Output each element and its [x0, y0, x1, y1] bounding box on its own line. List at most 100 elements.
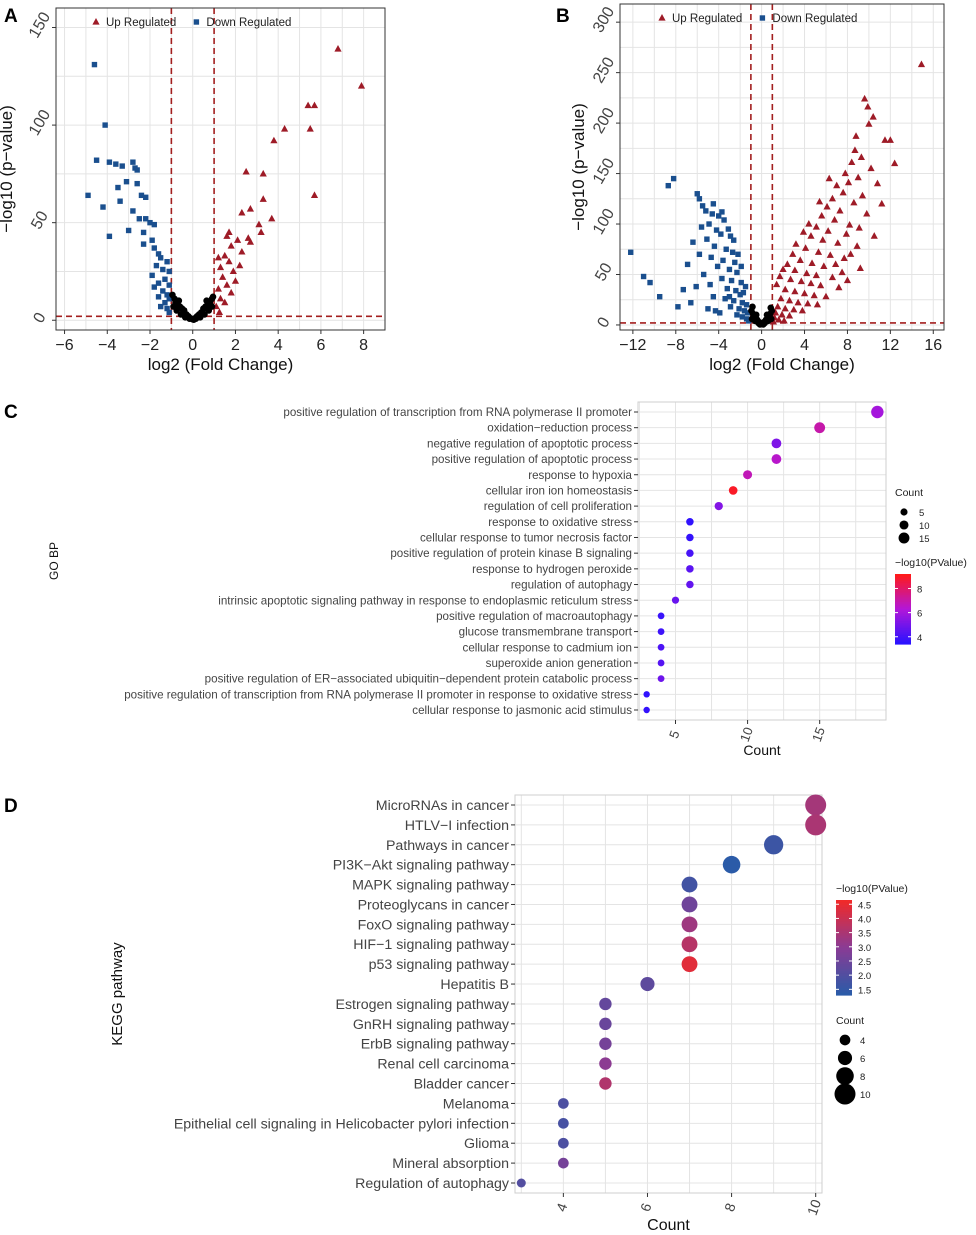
data-point — [310, 101, 319, 109]
category-label: Epithelial cell signaling in Helicobacte… — [174, 1116, 509, 1132]
data-point — [781, 304, 789, 312]
x-tick-label: 4 — [274, 337, 283, 354]
plot-border — [514, 794, 823, 1194]
x-tick-label: −4 — [98, 337, 116, 354]
data-point — [817, 281, 825, 289]
data-point — [843, 276, 852, 284]
data-dot — [516, 1178, 526, 1188]
data-dot — [558, 1098, 569, 1109]
color-scale-segment — [836, 987, 852, 991]
data-dot — [681, 956, 698, 973]
category-label: FoxO signaling pathway — [358, 917, 510, 933]
data-point — [233, 236, 242, 243]
data-point — [704, 236, 710, 242]
color-scale-segment — [895, 630, 911, 633]
data-point — [203, 297, 210, 305]
data-point — [693, 283, 699, 290]
category-label: cellular response to jasmonic acid stimu… — [412, 704, 632, 717]
data-point — [157, 255, 164, 261]
color-scale-segment — [895, 582, 911, 586]
category-label: response to hypoxia — [528, 469, 632, 482]
category-label: cellular response to tumor necrosis fact… — [420, 532, 632, 545]
data-point — [818, 211, 826, 219]
color-scale-segment — [895, 588, 911, 591]
data-point — [857, 153, 865, 161]
data-dot — [722, 855, 741, 874]
data-point — [134, 180, 140, 187]
plot-border — [619, 3, 945, 331]
size-legend-label: 15 — [919, 534, 930, 545]
data-point — [799, 228, 808, 235]
color-scale-segment — [895, 616, 911, 619]
data-point — [149, 237, 155, 243]
data-point — [164, 305, 170, 312]
data-point — [738, 279, 744, 286]
legend-marker — [658, 14, 666, 21]
y-tick-label: 0 — [595, 315, 614, 331]
data-point — [873, 179, 882, 187]
data-point — [789, 250, 797, 257]
plot-background — [56, 8, 385, 330]
data-point — [855, 224, 863, 231]
data-point — [214, 253, 222, 261]
data-point — [736, 306, 742, 312]
size-legend-dot — [836, 1067, 854, 1085]
data-point — [804, 299, 812, 307]
color-scale-segment — [836, 990, 852, 994]
data-point — [696, 196, 703, 202]
data-point — [166, 268, 172, 275]
data-point — [719, 275, 725, 282]
color-scale-segment — [895, 612, 911, 615]
y-axis-label: −log10 (p−value) — [569, 103, 588, 231]
data-point — [823, 202, 831, 210]
legend-marker — [759, 15, 766, 21]
data-point — [199, 309, 206, 316]
data-point — [718, 231, 724, 237]
y-tick-label: 150 — [26, 9, 54, 41]
category-label: ErbB signaling pathway — [361, 1037, 510, 1053]
color-scale-segment — [895, 600, 911, 603]
data-point — [223, 232, 231, 239]
data-point — [808, 259, 816, 266]
data-point — [259, 169, 267, 177]
data-point — [834, 239, 842, 246]
data-point — [231, 277, 240, 284]
y-axis-label: KEGG pathway — [109, 942, 126, 1046]
color-scale-label: 2.0 — [858, 971, 871, 982]
data-point — [759, 321, 767, 328]
color-scale-segment — [836, 938, 852, 941]
data-dot — [599, 1037, 612, 1050]
data-point — [227, 288, 235, 296]
color-scale-label: 8 — [917, 584, 922, 595]
y-tick-label: 100 — [590, 206, 618, 238]
data-point — [229, 267, 237, 275]
data-point — [698, 224, 705, 230]
color-scale-segment — [836, 976, 852, 979]
x-tick-label: 10 — [804, 1197, 824, 1217]
size-legend-dot — [899, 520, 909, 530]
data-dot — [805, 794, 827, 816]
data-point — [735, 251, 741, 258]
data-point — [709, 211, 715, 217]
data-point — [102, 122, 108, 128]
x-tick-label: 5 — [666, 728, 683, 740]
data-point — [785, 296, 794, 304]
data-point — [214, 285, 222, 292]
category-label: Glioma — [464, 1136, 509, 1152]
color-scale-segment — [895, 589, 911, 593]
data-point — [863, 209, 871, 217]
data-point — [164, 258, 170, 265]
data-point — [219, 273, 227, 280]
data-point — [140, 241, 147, 247]
data-point — [803, 269, 811, 277]
data-point — [138, 192, 145, 199]
size-legend-dot — [898, 532, 910, 544]
color-scale-segment — [895, 610, 911, 614]
data-dot — [814, 422, 826, 434]
data-point — [134, 167, 140, 173]
data-point — [696, 251, 703, 258]
data-point — [822, 292, 830, 300]
data-point — [783, 260, 791, 267]
data-point — [227, 242, 235, 249]
data-point — [310, 191, 319, 198]
